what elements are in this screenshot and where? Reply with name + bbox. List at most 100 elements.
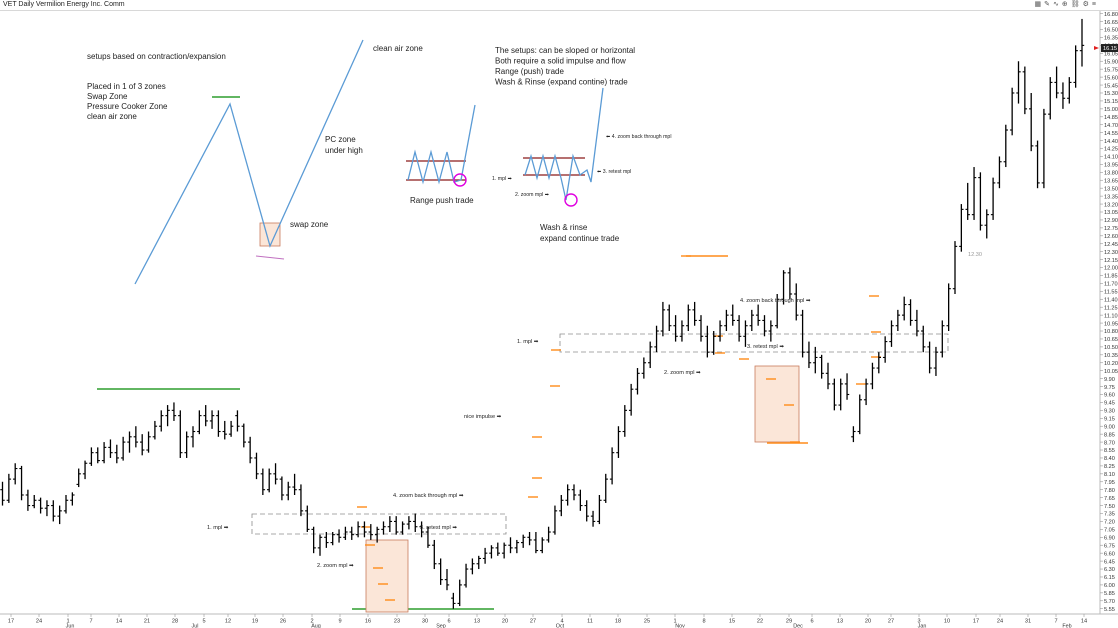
ohlc-bar [946,283,951,332]
x-tick-label: 6 [810,619,813,625]
x-tick-label: 21 [144,619,150,625]
settings-icon[interactable]: ⚙ [1082,1,1089,8]
y-tick-label: 13.80 [1104,171,1118,177]
setups-note-line: Both require a solid impulse and flow [495,57,626,66]
y-tick-label: 12.60 [1104,234,1118,240]
sketch-zone-path [134,39,364,285]
ohlc-bar [267,468,272,493]
y-tick-label: 12.00 [1104,266,1118,272]
ohlc-bar [457,579,462,607]
y-tick-label: 15.75 [1104,67,1118,73]
ohlc-bar [743,320,748,347]
zoom-back-4-label-aug: 4. zoom back through mpl ➡ [393,493,464,499]
x-tick-label: 17 [973,619,979,625]
ohlc-bar [641,357,647,379]
y-tick-label: 14.25 [1104,147,1118,153]
y-tick-label: 16.50 [1104,28,1118,34]
ohlc-bar [711,331,716,355]
drawing-icon[interactable]: ✎ [1044,1,1050,8]
wash-rinse-path [524,87,604,201]
ohlc-bar [1060,82,1066,109]
ohlc-bar [19,465,24,501]
x-tick-label: 9 [338,619,341,625]
ohlc-bar [419,521,424,538]
ohlc-bar [463,563,469,588]
x-tick-label: 2 [310,619,313,625]
ohlc-bar [140,434,145,456]
ohlc-bar [514,539,520,554]
y-tick-label: 11.55 [1104,290,1118,296]
y-tick-label: 9.00 [1104,424,1115,430]
x-tick-label: 13 [474,619,480,625]
x-tick-label: 27 [888,619,894,625]
ohlc-bar [787,267,793,300]
last-price-label: 16.15 [1103,46,1117,52]
x-tick-label: 3 [917,619,920,625]
ohlc-bar [908,299,913,326]
contraction-note-line: Pressure Cooker Zone [87,102,168,111]
y-tick-label: 7.95 [1104,480,1115,486]
ohlc-bar [705,325,710,358]
ohlc-bar [25,489,31,511]
chart-type-icon[interactable]: ▦ [1034,1,1042,8]
ohlc-bars [0,18,1085,609]
ohlc-bar [146,431,151,453]
ohlc-bar [305,505,310,533]
y-tick-label: 9.90 [1104,377,1115,383]
x-month-label: Sep [436,624,446,628]
y-tick-label: 14.55 [1104,131,1118,137]
ohlc-bar [984,209,989,239]
x-tick-label: 17 [8,619,14,625]
zoom-icon[interactable]: ⊕ [1061,1,1068,8]
ohlc-bar [57,505,62,525]
ohlc-bar [108,439,113,458]
y-tick-label: 6.75 [1104,543,1115,549]
x-tick-label: 7 [89,619,92,625]
ohlc-bar [501,542,507,559]
sketch-mpl-1-label: 1. mpl ➡ [492,176,513,182]
indicator-icon[interactable]: ∿ [1052,1,1059,8]
x-tick-label: 6 [447,619,450,625]
y-tick-label: 8.70 [1104,440,1115,446]
y-tick-label: 9.60 [1104,393,1115,399]
ohlc-bar [495,542,500,556]
ohlc-bar [387,516,393,533]
ohlc-bar [584,500,589,522]
y-tick-label: 7.05 [1104,528,1115,534]
y-tick-label: 13.65 [1104,178,1118,184]
ohlc-bar [832,378,837,411]
ohlc-bar [971,167,977,220]
ohlc-bar [400,521,405,535]
ohlc-bar [228,420,234,437]
y-tick-label: 14.85 [1104,115,1118,121]
ohlc-bar [114,444,119,464]
ohlc-bar [692,301,697,326]
y-tick-label: 16.65 [1104,20,1118,26]
ohlc-bar [394,516,399,535]
ohlc-bar [781,270,786,305]
ohlc-bar [1016,61,1021,104]
x-month-label: Feb [1062,624,1071,628]
swap-zone-label: swap zone [290,220,329,229]
ohlc-bar [1048,77,1053,120]
x-tick-label: 30 [422,619,428,625]
mpl-1-label-aug: 1. mpl ➡ [207,525,229,531]
drawing-layer [97,39,949,613]
menu-icon[interactable]: ≡ [1091,1,1096,8]
y-tick-label: 12.45 [1104,242,1118,248]
ohlc-bar [286,481,291,501]
ohlc-bar [76,468,81,488]
ohlc-bar [559,494,564,517]
ohlc-bar [546,526,551,543]
ohlc-bar [876,352,881,374]
y-tick-label: 13.05 [1104,210,1118,216]
range-push-label: Range push trade [410,196,474,205]
setups-note-line: Wash & Rinse (expand contine) trade [495,78,628,87]
last-price-tag [1101,44,1118,53]
ohlc-bar [101,442,107,464]
contraction-note-line: setups based on contraction/expansion [87,52,226,61]
ohlc-bar [806,341,812,369]
link-icon[interactable]: ⛓ [1070,1,1080,8]
ohlc-bar [794,283,799,321]
